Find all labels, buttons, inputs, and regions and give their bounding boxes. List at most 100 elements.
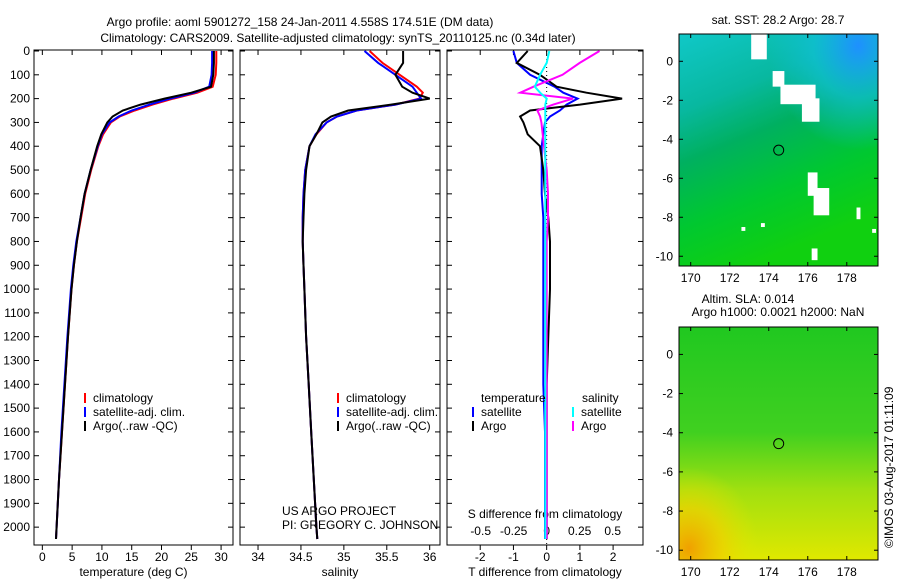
y-tick-label: 1700 — [3, 449, 30, 463]
legend-label: satellite-adj. clim. — [346, 405, 438, 419]
series-line-satellite-adj-clim- — [55, 51, 214, 540]
sst-map: 170 172 174 176 178 0 -2 -4 -6 -8 -10 sat. SST: 28.… — [656, 13, 879, 285]
plot-frame — [239, 49, 441, 546]
x-tick-label: 172 — [720, 271, 740, 285]
map-title: sat. SST: 28.2 Argo: 28.7 — [712, 13, 845, 27]
series-line-climatology — [55, 51, 218, 540]
y-tick-label: 1000 — [3, 282, 30, 296]
y-tick-label: -10 — [656, 543, 674, 557]
x-tick-label: 5 — [69, 550, 76, 564]
x-tick-label: -2 — [475, 550, 486, 564]
series-line-s-argo — [516, 50, 601, 539]
x-tick-label: 178 — [837, 565, 857, 579]
x-tick-label: 36 — [423, 550, 437, 564]
x-tick-label: 178 — [837, 271, 857, 285]
missing-data-patch — [751, 34, 767, 60]
y-tick-label: 500 — [10, 163, 30, 177]
y-tick-label: -2 — [662, 387, 673, 401]
title-line-1: Argo profile: aoml 5901272_158 24-Jan-20… — [107, 15, 494, 29]
y-tick-label: -4 — [662, 132, 673, 146]
sla-map: 170 172 174 176 178 0 -2 -4 -6 -8 -10 Altim. SLA: 0… — [656, 292, 879, 579]
map-field-overlay — [679, 327, 878, 560]
y-tick-label: 0 — [666, 347, 673, 361]
legend-label: climatology — [346, 391, 406, 405]
legend-label: satellite — [481, 405, 522, 419]
x-axis-label: temperature (deg C) — [79, 565, 187, 579]
y-tick-label: 1600 — [3, 425, 30, 439]
y-tick-label: 1100 — [4, 306, 30, 320]
x-tick-label: 35.5 — [375, 550, 399, 564]
y-tick-label: 100 — [10, 68, 30, 82]
missing-data-patch — [807, 172, 818, 196]
argo-location-marker — [773, 144, 785, 156]
x-tick-label: 2 — [610, 550, 617, 564]
profile-panel-2: 34 34.5 35 35.5 36 salinity climatologysatelli… — [239, 49, 441, 579]
missing-data-patch — [760, 223, 765, 228]
series-line-s-satellite — [533, 50, 551, 539]
map-title: Altim. SLA: 0.014 — [702, 292, 795, 306]
profile-panel-3: -2 -1 0 1 2T difference from climatology -0.5… — [446, 49, 644, 579]
x-tick-label: -1 — [508, 550, 519, 564]
x-axis-label: T difference from climatology — [468, 565, 622, 579]
x-tick-label: 20 — [155, 550, 169, 564]
s-tick-label: 0.5 — [604, 524, 621, 538]
x-tick-label: 174 — [759, 565, 779, 579]
y-tick-label: -6 — [662, 171, 673, 185]
legend: temperature salinitysatelliteArgosatellit… — [472, 391, 622, 433]
x-tick-label: 176 — [798, 565, 818, 579]
x-tick-label: 170 — [681, 271, 701, 285]
map-frame — [678, 33, 879, 267]
y-tick-label: 0 — [23, 44, 30, 58]
x-tick-label: 35 — [337, 550, 351, 564]
y-tick-label: -10 — [656, 249, 674, 263]
missing-data-patch — [741, 227, 746, 231]
y-tick-label: 0 — [666, 54, 673, 68]
x-tick-label: 0 — [39, 550, 46, 564]
credit-text: US ARGO PROJECT — [282, 504, 397, 518]
y-tick-label: 1300 — [3, 353, 30, 367]
legend-header: temperature — [481, 391, 546, 405]
x-tick-label: 10 — [95, 550, 109, 564]
copyright-text: ©IMOS 03-Aug-2017 01:11:09 — [882, 386, 896, 548]
y-tick-label: 1800 — [3, 473, 30, 487]
missing-data-patch — [872, 228, 877, 233]
legend-label: satellite-adj. clim. — [93, 405, 185, 419]
y-tick-label: -4 — [662, 426, 673, 440]
missing-data-patch — [856, 207, 861, 220]
legend-label: Argo(..raw -QC) — [346, 419, 431, 433]
x-tick-label: 0 — [543, 550, 550, 564]
x-tick-label: 170 — [681, 565, 701, 579]
y-tick-label: -8 — [662, 210, 673, 224]
plot-frame — [446, 49, 644, 546]
legend-label: climatology — [93, 391, 153, 405]
plot-frame — [33, 49, 234, 546]
x-tick-label: 34.5 — [289, 550, 313, 564]
x-tick-label: 15 — [125, 550, 139, 564]
y-tick-label: 300 — [10, 115, 30, 129]
y-tick-label: 900 — [10, 258, 30, 272]
map-subtitle: Argo h1000: 0.0021 h2000: NaN — [692, 305, 865, 319]
y-tick-label: 1400 — [3, 377, 30, 391]
series-line-argo-raw-qc- — [301, 51, 431, 540]
y-tick-label: 2000 — [3, 520, 30, 534]
series-line-t-argo — [515, 50, 623, 539]
x-tick-label: 176 — [798, 271, 818, 285]
missing-data-patch — [801, 98, 820, 122]
missing-data-patch — [811, 248, 818, 261]
legend-label: Argo — [481, 419, 507, 433]
x-tick-label: 25 — [185, 550, 199, 564]
s-tick-label: -0.5 — [470, 524, 491, 538]
y-tick-label: 200 — [10, 92, 30, 106]
y-tick-label: 600 — [10, 187, 30, 201]
profile-panel-1: 0100200300400500600700800900100011001200… — [3, 44, 234, 579]
x-tick-label: 172 — [720, 565, 740, 579]
y-tick-label: -2 — [662, 93, 673, 107]
y-tick-label: -6 — [662, 465, 673, 479]
y-tick-label: 1900 — [3, 496, 30, 510]
x-tick-label: 1 — [577, 550, 584, 564]
x-tick-label: 30 — [214, 550, 228, 564]
y-tick-label: 700 — [10, 211, 30, 225]
